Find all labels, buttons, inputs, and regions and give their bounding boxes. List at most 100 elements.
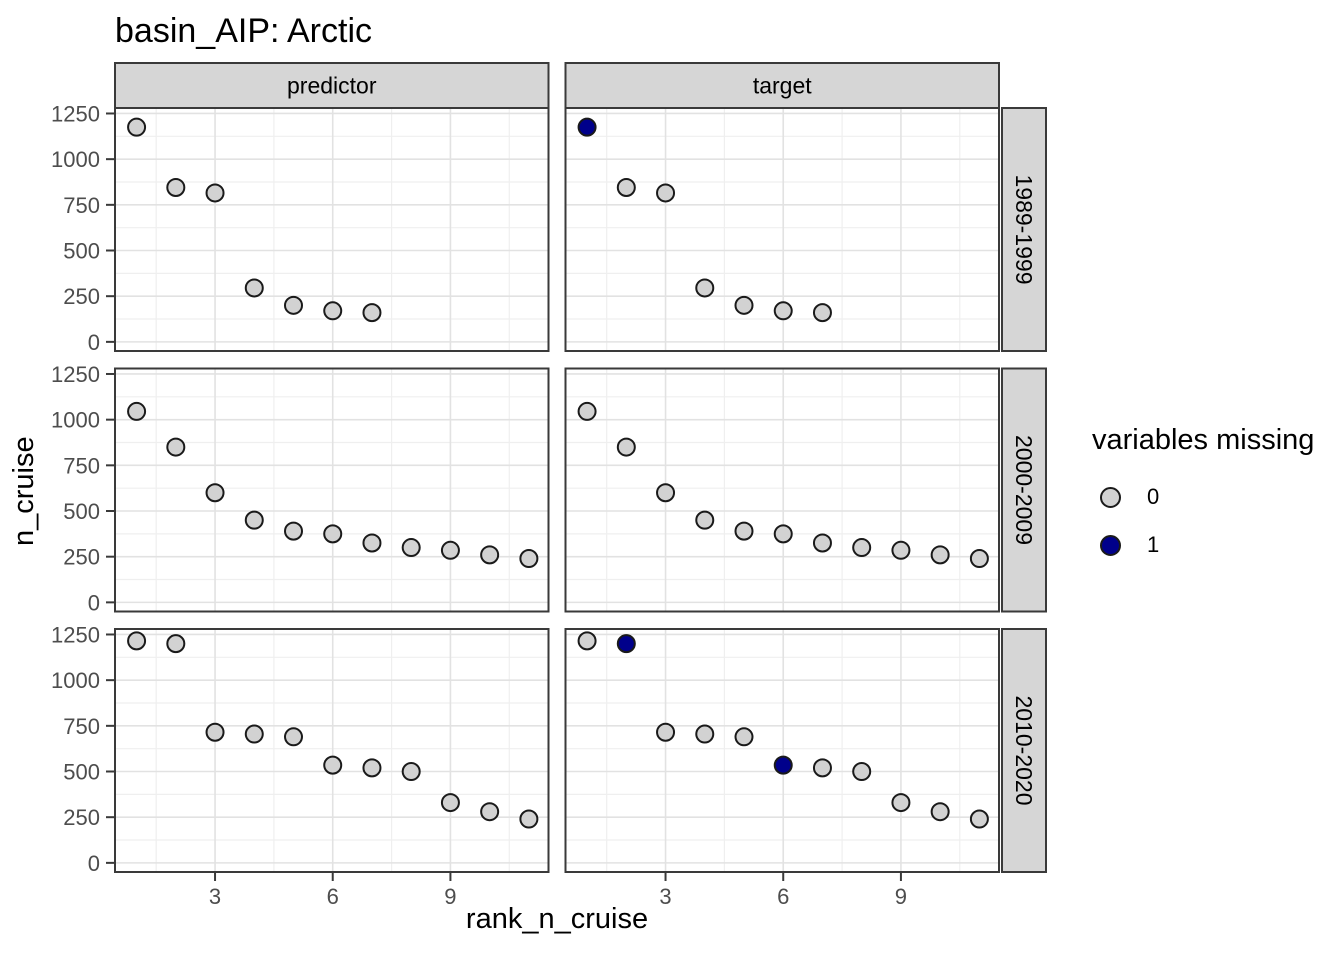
facet-col-strip — [114, 62, 550, 109]
y-tick-label: 0 — [88, 851, 100, 876]
data-point — [695, 278, 715, 298]
data-point — [812, 533, 832, 553]
data-point — [891, 540, 911, 560]
x-tick-label: 6 — [327, 884, 339, 909]
panel-background — [565, 629, 999, 872]
y-tick-label: 500 — [63, 239, 100, 264]
y-tick-label: 250 — [63, 805, 100, 830]
y-tick-label: 500 — [63, 760, 100, 785]
data-point — [519, 549, 539, 569]
x-tick-label: 3 — [209, 884, 221, 909]
panel-background — [115, 629, 549, 872]
x-tick-label: 9 — [444, 884, 456, 909]
data-point — [166, 177, 186, 197]
data-point — [616, 177, 636, 197]
data-point — [577, 631, 597, 651]
data-point — [695, 510, 715, 530]
facet-row-label: 1989-1999 — [1011, 175, 1037, 285]
data-point — [812, 758, 832, 778]
data-point — [577, 401, 597, 421]
data-point — [127, 401, 147, 421]
x-tick-label: 3 — [659, 884, 671, 909]
data-point — [930, 545, 950, 565]
data-point — [773, 524, 793, 544]
data-point — [734, 295, 754, 315]
y-tick-label: 1250 — [51, 622, 100, 647]
data-point — [362, 758, 382, 778]
x-tick-label: 9 — [895, 884, 907, 909]
y-axis-title: n_cruise — [8, 436, 40, 546]
data-point — [323, 301, 343, 321]
data-point — [969, 809, 989, 829]
data-point — [440, 540, 460, 560]
facet-row-label: 2010-2020 — [1011, 696, 1037, 806]
facet-row-strip — [1001, 107, 1047, 352]
data-point — [480, 545, 500, 565]
panel-border — [564, 628, 1000, 873]
legend-key-circle-icon — [1100, 486, 1121, 508]
panel-border — [114, 107, 550, 352]
data-point — [284, 295, 303, 315]
data-point — [323, 755, 343, 775]
y-tick-label: 0 — [88, 330, 100, 355]
panel-background — [115, 368, 549, 612]
panel-border — [114, 367, 550, 613]
data-point — [773, 755, 793, 775]
data-point — [127, 117, 147, 137]
data-point — [656, 183, 676, 203]
y-tick-label: 1250 — [51, 362, 100, 387]
x-axis-title: rank_n_cruise — [465, 903, 649, 935]
data-point — [812, 303, 832, 323]
legend-key-circle-icon — [1100, 534, 1121, 556]
y-tick-label: 750 — [63, 453, 100, 478]
facet-row-strip — [1001, 628, 1047, 873]
facet-col-strip — [564, 62, 1000, 109]
data-point — [577, 117, 597, 137]
data-point — [244, 510, 264, 530]
data-point — [244, 724, 264, 744]
data-point — [695, 724, 715, 744]
panel-border — [564, 107, 1000, 352]
data-point — [323, 524, 343, 544]
panel-border — [564, 367, 1000, 613]
data-point — [656, 483, 676, 503]
y-tick-label: 0 — [88, 590, 100, 615]
legend-item-1: 1 — [1092, 521, 1314, 569]
data-point — [852, 538, 872, 558]
data-point — [969, 549, 989, 569]
panel-border — [114, 628, 550, 873]
x-tick-label: 6 — [777, 884, 789, 909]
legend-label: 0 — [1147, 484, 1160, 509]
data-point — [362, 533, 382, 553]
data-point — [401, 538, 421, 558]
data-point — [127, 631, 147, 651]
data-point — [734, 521, 754, 541]
y-tick-label: 250 — [63, 545, 100, 570]
data-point — [166, 437, 186, 457]
data-point — [440, 793, 460, 813]
facet-row-strip — [1001, 367, 1047, 613]
data-point — [656, 722, 676, 742]
legend: variables missing 0 1 — [1092, 424, 1314, 569]
data-point — [166, 634, 186, 654]
y-tick-label: 500 — [63, 499, 100, 524]
data-point — [284, 521, 303, 541]
data-point — [852, 762, 872, 782]
data-point — [362, 303, 382, 323]
y-tick-label: 750 — [63, 193, 100, 218]
page-title: basin_AIP: Arctic — [115, 12, 373, 50]
facet-row-label: 2000-2009 — [1011, 435, 1037, 545]
data-point — [244, 278, 264, 298]
y-tick-label: 250 — [63, 284, 100, 309]
y-tick-label: 1000 — [51, 147, 100, 172]
y-tick-label: 1250 — [51, 101, 100, 126]
y-tick-label: 750 — [63, 714, 100, 739]
data-point — [616, 437, 636, 457]
data-point — [480, 802, 500, 822]
panel-background — [565, 368, 999, 612]
data-point — [284, 727, 303, 747]
legend-title: variables missing — [1092, 424, 1315, 456]
facet-col-label: predictor — [287, 73, 377, 99]
data-point — [205, 183, 225, 203]
